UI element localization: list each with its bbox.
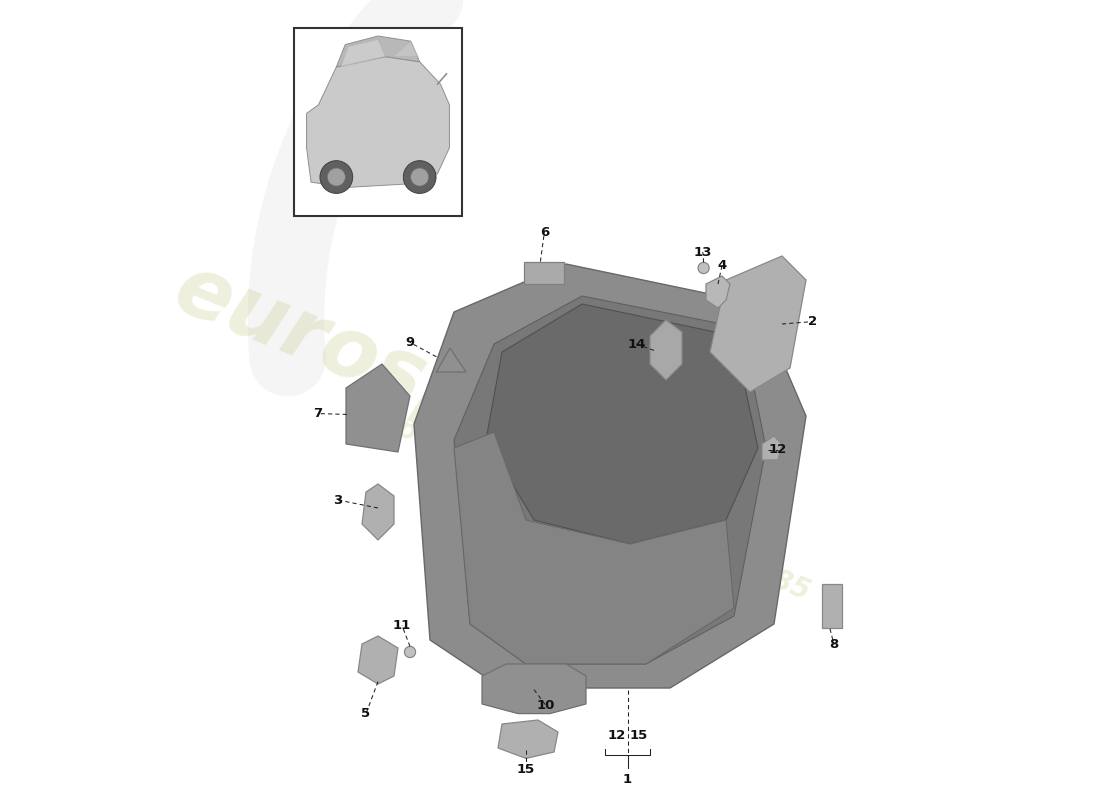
Circle shape <box>328 168 345 186</box>
Polygon shape <box>346 364 410 452</box>
Polygon shape <box>650 320 682 380</box>
Text: 4: 4 <box>717 259 727 272</box>
Polygon shape <box>358 636 398 684</box>
Bar <box>294 28 462 216</box>
Text: 12: 12 <box>769 443 788 456</box>
Text: 7: 7 <box>314 407 322 420</box>
Text: 3: 3 <box>333 494 342 506</box>
Text: 12: 12 <box>607 729 626 742</box>
Text: 8: 8 <box>829 638 838 651</box>
Polygon shape <box>710 256 806 392</box>
Polygon shape <box>307 57 450 187</box>
Text: 1: 1 <box>623 773 632 786</box>
Bar <box>525 262 564 284</box>
Text: 13: 13 <box>694 246 712 258</box>
Text: 10: 10 <box>537 699 556 712</box>
Polygon shape <box>762 436 782 460</box>
Text: a passion for parts since 1985: a passion for parts since 1985 <box>366 402 814 606</box>
Polygon shape <box>437 348 466 372</box>
Polygon shape <box>362 484 394 540</box>
Text: 15: 15 <box>517 763 535 776</box>
Polygon shape <box>706 276 730 308</box>
Text: 15: 15 <box>629 729 648 742</box>
Circle shape <box>404 161 436 194</box>
Text: 2: 2 <box>807 315 817 328</box>
Polygon shape <box>414 264 806 688</box>
Polygon shape <box>454 296 766 664</box>
Circle shape <box>410 168 429 186</box>
Text: 11: 11 <box>393 619 411 632</box>
Polygon shape <box>482 664 586 714</box>
Circle shape <box>698 262 710 274</box>
Circle shape <box>405 646 416 658</box>
Polygon shape <box>498 720 558 758</box>
Polygon shape <box>337 36 420 67</box>
Circle shape <box>320 161 353 194</box>
Polygon shape <box>454 432 734 664</box>
Polygon shape <box>486 304 758 544</box>
Text: 9: 9 <box>406 336 415 349</box>
Polygon shape <box>341 39 385 67</box>
Text: 14: 14 <box>627 338 646 350</box>
Text: 6: 6 <box>540 226 549 238</box>
Polygon shape <box>393 41 418 57</box>
Polygon shape <box>822 584 842 628</box>
Text: 5: 5 <box>362 707 371 720</box>
Text: eurospares: eurospares <box>163 248 682 520</box>
